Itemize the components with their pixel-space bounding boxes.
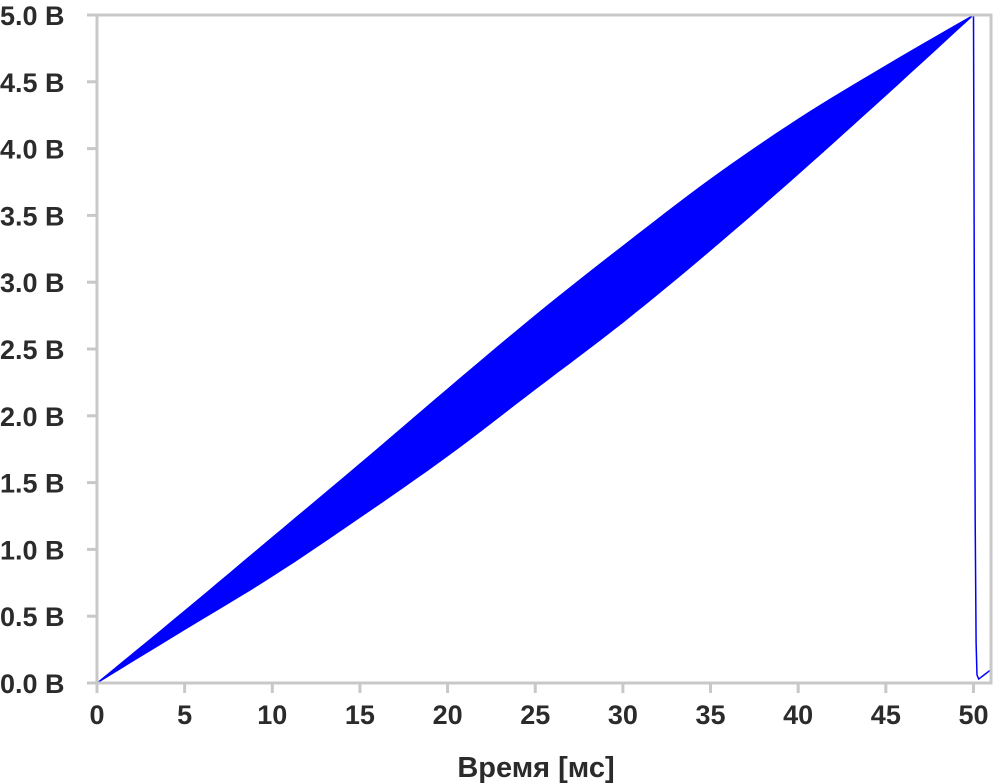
x-axis-ticks: 0 5 10 15 20 25 30 35 40 45 50: [89, 683, 988, 730]
x-tick-label: 35: [696, 700, 726, 730]
signal-envelope-band: [96, 14, 974, 684]
x-tick-label: 45: [871, 700, 901, 730]
x-tick-label: 30: [608, 700, 638, 730]
x-tick-label: 20: [433, 700, 463, 730]
signal-discharge-line: [972, 14, 992, 681]
plot-area: [96, 14, 992, 684]
x-tick-label: 50: [958, 700, 988, 730]
y-tick-label: 2.0 В: [0, 402, 65, 432]
y-tick-label: 0.5 В: [0, 602, 65, 632]
y-tick-label: 3.0 В: [0, 268, 65, 298]
x-tick-label: 5: [177, 700, 192, 730]
x-tick-label: 10: [257, 700, 287, 730]
y-tick-label: 4.0 В: [0, 135, 65, 165]
y-tick-label: 0.0 В: [0, 669, 65, 699]
y-tick-label: 4.5 В: [0, 68, 65, 98]
x-tick-label: 40: [783, 700, 813, 730]
y-tick-label: 1.0 В: [0, 535, 65, 565]
x-tick-label: 0: [89, 700, 104, 730]
y-tick-label: 1.5 В: [0, 469, 65, 499]
x-tick-label: 15: [345, 700, 375, 730]
x-axis-label: Время [мс]: [457, 752, 614, 783]
y-tick-label: 3.5 В: [0, 201, 65, 231]
y-tick-label: 2.5 В: [0, 335, 65, 365]
y-tick-label: 5.0 В: [0, 1, 65, 31]
y-axis-ticks: 0.0 В 0.5 В 1.0 В 1.5 В 2.0 В 2.5 В 3.0 В 3.5 В…: [0, 1, 97, 699]
x-tick-label: 25: [520, 700, 550, 730]
